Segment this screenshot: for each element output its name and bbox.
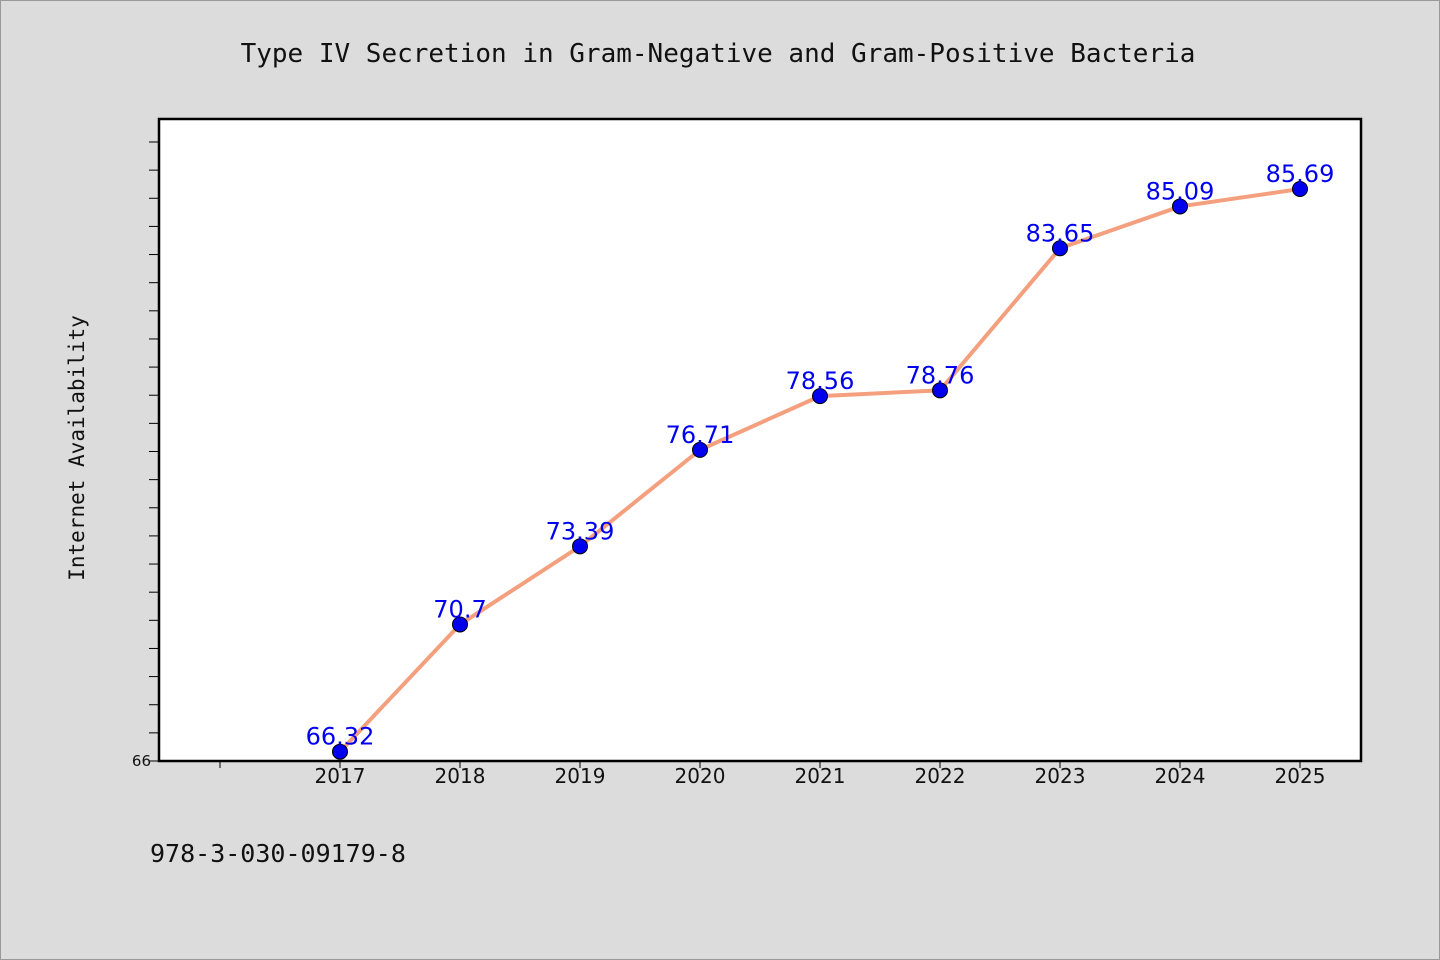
x-tick-label: 2019 (555, 764, 606, 788)
x-axis-ticks (219, 761, 1301, 768)
plot-area (157, 117, 1363, 763)
data-label: 85.69 (1266, 160, 1335, 188)
data-label: 73.39 (546, 517, 615, 545)
isbn-footer: 978-3-030-09179-8 (150, 839, 406, 868)
x-tick-label: 2024 (1155, 764, 1206, 788)
data-point (332, 743, 348, 760)
x-tick-label: 2017 (315, 764, 366, 788)
x-tick-label: 2020 (675, 764, 726, 788)
data-point (1172, 198, 1188, 215)
x-tick-label: 2022 (915, 764, 966, 788)
y-tick-label-min: 66 (132, 752, 151, 770)
data-label: 83.65 (1026, 219, 1095, 247)
y-axis-ticks (149, 141, 159, 762)
data-point (452, 616, 468, 633)
data-point (1052, 240, 1068, 257)
data-point (692, 441, 708, 458)
series-layer: 66.32 70.7 73.39 76.71 78.56 78.76 83.65 85.09 8… (306, 160, 1335, 760)
data-point (812, 388, 828, 405)
data-point (572, 538, 588, 555)
data-label: 76.71 (666, 421, 735, 449)
data-point (1292, 181, 1308, 198)
y-axis-label: Internet Availability (65, 315, 89, 581)
x-tick-label: 2018 (435, 764, 486, 788)
data-point (932, 382, 948, 399)
chart-title: Type IV Secretion in Gram-Negative and G… (241, 39, 1196, 69)
x-tick-label: 2025 (1275, 764, 1326, 788)
data-label: 78.56 (786, 367, 855, 395)
data-label: 66.32 (306, 723, 375, 751)
data-label: 78.76 (906, 361, 975, 389)
data-label: 85.09 (1146, 177, 1215, 205)
x-axis-tick-labels: 2017 2018 2019 2020 2021 2022 2023 2024 2025 (315, 764, 1326, 788)
x-tick-label: 2023 (1035, 764, 1086, 788)
data-label: 70.7 (433, 595, 486, 623)
x-tick-label: 2021 (795, 764, 846, 788)
